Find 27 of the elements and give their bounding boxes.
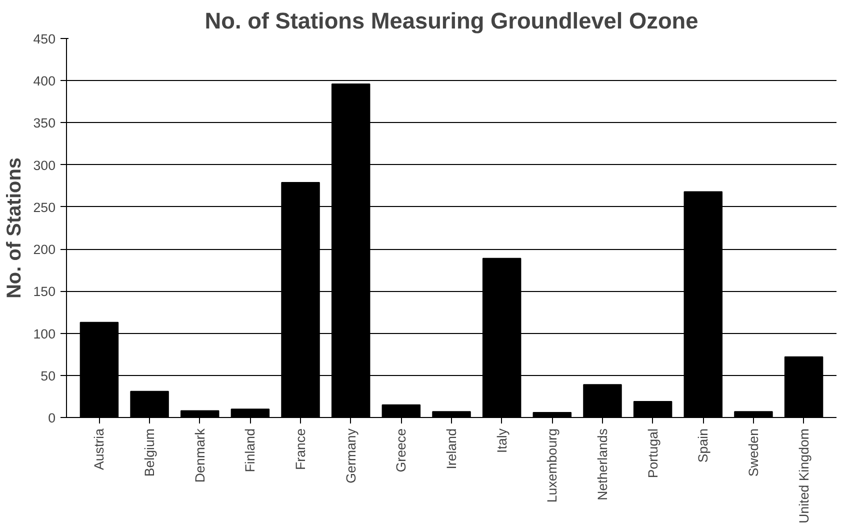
x-tick-label: France (293, 428, 308, 470)
x-tick-label: Italy (494, 428, 510, 453)
x-tick-label: Ireland (444, 428, 459, 470)
x-tick-label: Netherlands (594, 428, 610, 500)
y-tick-label: 400 (33, 74, 56, 89)
x-tick-label: Belgium (142, 428, 158, 477)
x-tick-label: Luxembourg (544, 428, 560, 503)
chart-title: No. of Stations Measuring Groundlevel Ozone (204, 8, 698, 34)
x-tick-label: United Kingdom (796, 428, 812, 524)
y-tick-label: 250 (33, 200, 56, 215)
x-tick-label: Finland (242, 428, 258, 472)
x-tick-label: Portugal (645, 428, 660, 478)
x-tick-label: Denmark (192, 428, 208, 483)
y-axis-title: No. of Stations (3, 157, 26, 299)
x-tick-label: Greece (394, 428, 409, 472)
y-tick-label: 450 (33, 32, 56, 46)
x-tick-label: Germany (343, 428, 358, 484)
y-tick-label: 150 (33, 284, 56, 300)
x-tick-label: Spain (696, 428, 711, 463)
y-tick-label: 100 (33, 326, 56, 342)
y-tick-label: 50 (40, 368, 56, 384)
y-tick-label: 350 (33, 116, 56, 131)
x-tick-label: Austria (92, 428, 107, 470)
x-tick-label: Sweden (746, 428, 761, 477)
y-tick-label: 300 (33, 158, 56, 173)
y-tick-label: 200 (33, 242, 56, 258)
y-tick-label: 0 (48, 410, 56, 426)
